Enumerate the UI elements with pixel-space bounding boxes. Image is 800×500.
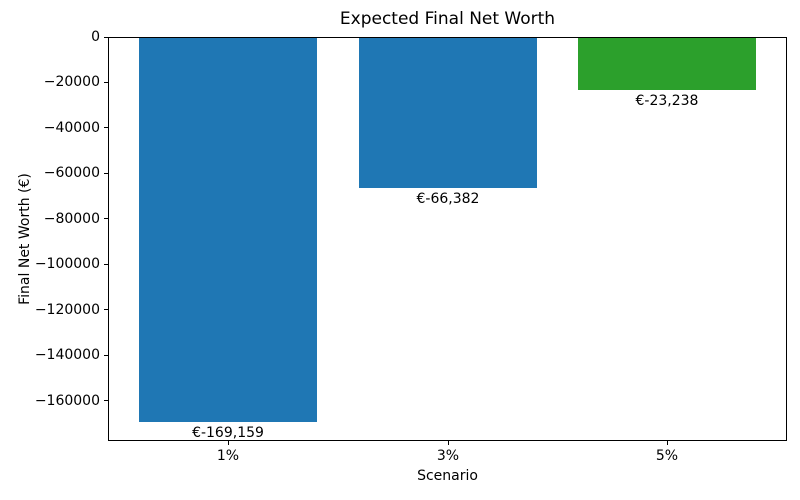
x-tick-label: 1%: [216, 448, 240, 464]
x-tick-mark: [667, 441, 668, 445]
y-tick-mark: [104, 127, 108, 129]
y-tick-mark: [104, 218, 108, 220]
x-tick-label: 5%: [655, 448, 679, 464]
y-tick-label: −60000: [43, 165, 100, 182]
y-tick-label: −20000: [43, 74, 100, 91]
y-tick-mark: [104, 81, 108, 83]
y-tick-mark: [104, 354, 108, 356]
bar-value-label: €-169,159: [192, 425, 264, 441]
x-tick-mark: [228, 441, 229, 445]
bar: [578, 38, 756, 90]
bar-value-label: €-66,382: [416, 191, 480, 207]
y-tick-mark: [104, 36, 108, 38]
y-tick-label: −120000: [34, 301, 100, 318]
y-tick-label: −160000: [34, 392, 100, 409]
x-tick-label: 3%: [436, 448, 460, 464]
y-tick-mark: [104, 263, 108, 265]
bar-value-label: €-23,238: [635, 93, 699, 109]
bar: [139, 38, 317, 422]
y-tick-mark: [104, 172, 108, 174]
y-tick-label: 0: [91, 29, 100, 45]
y-tick-label: −80000: [43, 210, 100, 227]
x-axis-label: Scenario: [417, 468, 478, 484]
y-tick-mark: [104, 309, 108, 311]
y-tick-mark: [104, 400, 108, 402]
x-tick-mark: [448, 441, 449, 445]
y-tick-label: −140000: [34, 347, 100, 364]
y-axis-label: Final Net Worth (€): [17, 173, 33, 305]
y-tick-label: −40000: [43, 119, 100, 136]
bar: [359, 38, 537, 188]
chart-title: Expected Final Net Worth: [339, 9, 556, 29]
y-tick-label: −100000: [34, 256, 100, 273]
